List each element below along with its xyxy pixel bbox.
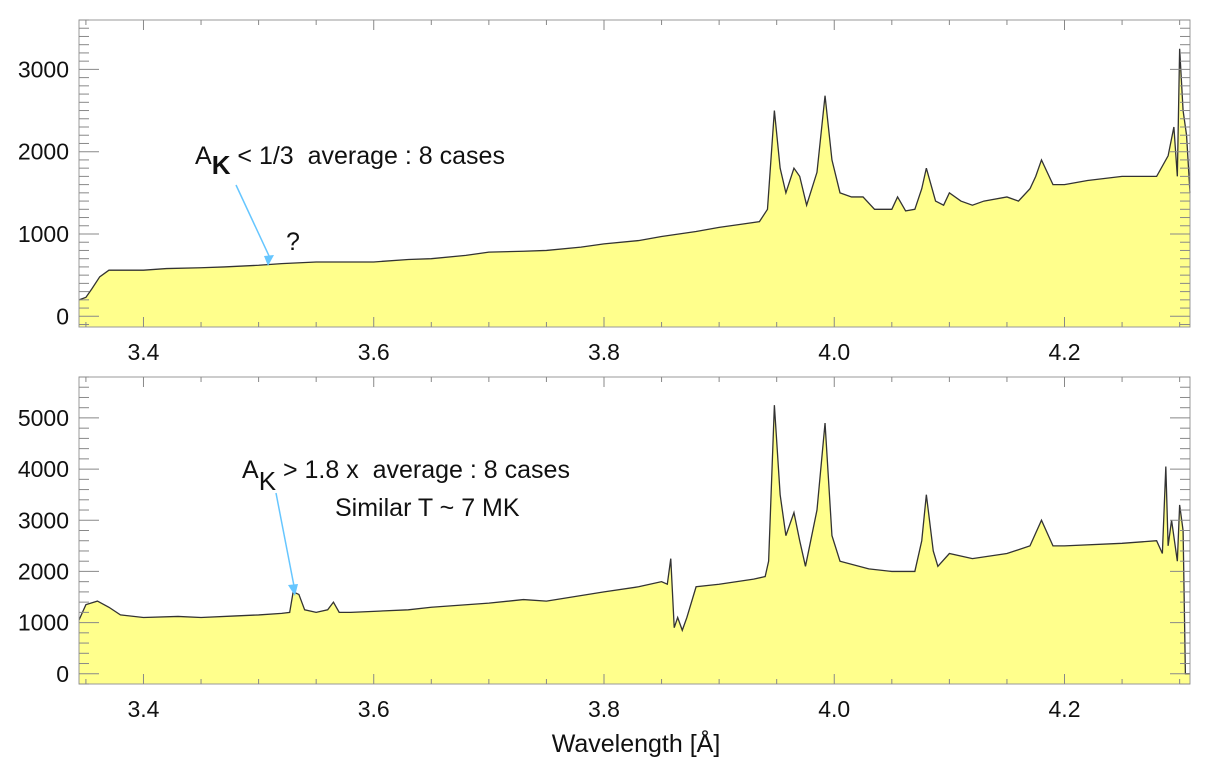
y-tick-label: 3000 <box>18 507 69 533</box>
annotation-arrow-top <box>235 184 274 266</box>
annotation-arrow-bottom <box>275 492 298 596</box>
x-tick-label: 4.2 <box>1049 696 1081 722</box>
y-tick-label: 0 <box>56 303 69 329</box>
annotation-top: AK < 1/3 average : 8 cases <box>195 142 505 180</box>
x-tick-label: 4.0 <box>818 339 850 365</box>
x-tick-label: 3.6 <box>358 339 390 365</box>
x-tick-label: 3.4 <box>127 339 159 365</box>
x-axis-label: Wavelength [Å] <box>552 728 721 758</box>
x-tick-label: 3.8 <box>588 696 620 722</box>
plot-frame <box>78 19 1191 328</box>
x-tick-label: 3.8 <box>588 339 620 365</box>
x-tick-label: 4.0 <box>818 696 850 722</box>
y-tick-label: 2000 <box>18 139 69 165</box>
annotation-bottom: AK > 1.8 x average : 8 cases <box>242 456 570 496</box>
annotation-bottom-line2: Similar T ~ 7 MK <box>335 494 520 522</box>
y-tick-label: 4000 <box>18 456 69 482</box>
y-tick-label: 3000 <box>18 56 69 82</box>
x-tick-label: 3.6 <box>358 696 390 722</box>
x-tick-label: 3.4 <box>127 696 159 722</box>
y-tick-label: 1000 <box>18 610 69 636</box>
spectrum-fill <box>79 405 1190 684</box>
y-tick-label: 1000 <box>18 221 69 247</box>
spectrum-line <box>78 48 1191 301</box>
panel-top: 3.4 3.6 3.8 4.0 4.2 0 1000 2000 3000 <box>18 19 1191 365</box>
x-tick-label: 4.2 <box>1049 339 1081 365</box>
y-tick-label: 5000 <box>18 405 69 431</box>
panel-bottom: 3.4 3.6 3.8 4.0 4.2 0 1000 2000 3000 4000 5000 <box>18 376 1191 722</box>
y-tick-label: 2000 <box>18 558 69 584</box>
y-tick-label: 0 <box>56 661 69 687</box>
spectrum-fill <box>79 48 1190 327</box>
annotation-question-mark: ? <box>286 228 300 256</box>
